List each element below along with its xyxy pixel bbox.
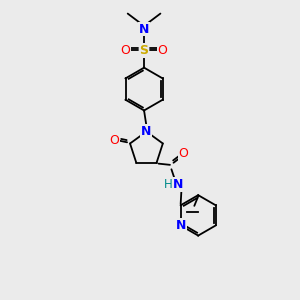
Text: O: O	[178, 147, 188, 160]
Text: O: O	[158, 44, 167, 57]
Text: S: S	[140, 44, 148, 57]
Text: H: H	[164, 178, 173, 191]
Text: N: N	[173, 178, 183, 191]
Text: N: N	[176, 219, 186, 232]
Text: N: N	[141, 125, 152, 138]
Text: O: O	[121, 44, 130, 57]
Text: O: O	[110, 134, 119, 147]
Text: N: N	[139, 22, 149, 35]
